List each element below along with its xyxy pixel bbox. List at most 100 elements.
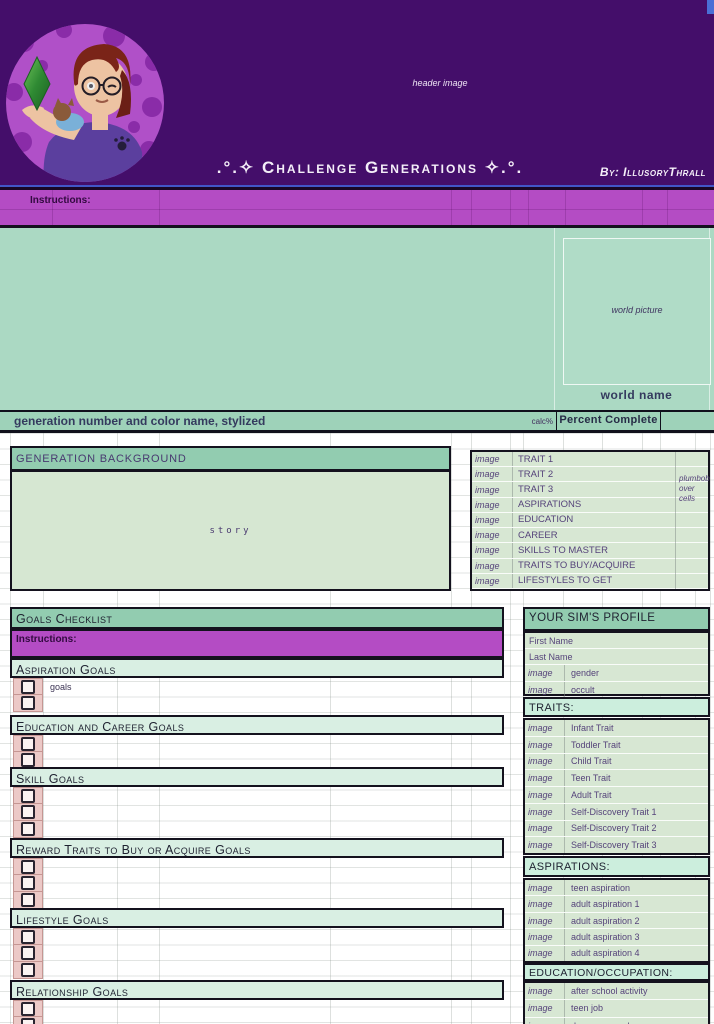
creator-avatar-image: [6, 24, 164, 182]
instructions-bar[interactable]: Instructions:: [0, 190, 714, 228]
checkbox-icon[interactable]: [21, 929, 35, 944]
table-row[interactable]: image Self-Discovery Trait 3: [525, 837, 708, 853]
generation-title-row: generation number and color name, styliz…: [0, 410, 714, 433]
table-row[interactable]: imagedegree earned: [525, 1017, 708, 1024]
world-name-cell[interactable]: world name: [600, 388, 673, 402]
checkbox-icon[interactable]: [21, 736, 35, 751]
goal-done-cell[interactable]: [13, 892, 43, 909]
goals-instructions-box: Instructions:: [10, 629, 504, 658]
checkbox-icon[interactable]: [21, 679, 35, 694]
table-row[interactable]: image TRAIT 2: [472, 467, 708, 483]
scrollbar-thumb[interactable]: [707, 0, 714, 14]
goal-done-cell[interactable]: [13, 787, 43, 804]
checkbox-icon[interactable]: [21, 963, 35, 977]
image-placeholder: image: [525, 787, 565, 803]
checkbox-icon[interactable]: [21, 876, 35, 890]
image-placeholder: image: [525, 720, 565, 736]
goal-row: [10, 892, 504, 909]
table-row[interactable]: image adult aspiration 2: [525, 912, 708, 930]
last-name-cell[interactable]: Last Name: [525, 649, 708, 665]
checkbox-icon[interactable]: [21, 1018, 35, 1024]
checkbox-icon[interactable]: [21, 788, 35, 803]
table-row[interactable]: image teen job: [525, 1000, 708, 1018]
goal-done-cell[interactable]: [13, 858, 43, 875]
goal-done-cell[interactable]: [13, 821, 43, 838]
image-placeholder: image: [472, 452, 513, 467]
education-subheader: EDUCATION/OCCUPATION:: [523, 963, 710, 981]
goal-done-cell[interactable]: [13, 945, 43, 962]
goal-done-cell[interactable]: [13, 928, 43, 945]
goal-done-cell[interactable]: [13, 875, 43, 892]
table-row[interactable]: image adult aspiration 4: [525, 945, 708, 962]
table-row[interactable]: image TRAITS TO BUY/ACQUIRE: [472, 558, 708, 574]
table-row[interactable]: image after school activity: [525, 983, 708, 1001]
goal-done-cell[interactable]: [13, 678, 43, 695]
checkbox-icon[interactable]: [21, 696, 35, 710]
goal-done-cell[interactable]: [13, 1017, 43, 1024]
section-header-relationship-goals: Relationship Goals: [10, 980, 504, 1000]
story-cell[interactable]: story: [10, 470, 451, 591]
aspirations-block: image teen aspiration image adult aspirati…: [523, 878, 710, 963]
image-placeholder: image: [525, 912, 565, 929]
table-row[interactable]: image teen aspiration: [525, 880, 708, 897]
goal-row: [10, 1017, 504, 1024]
goal-row: [10, 804, 504, 821]
occult-row[interactable]: image occult: [525, 682, 708, 697]
page-title: .°.✧ Challenge Generations ✧.°.: [216, 158, 524, 177]
table-row[interactable]: image LIFESTYLES TO GET: [472, 573, 708, 589]
goal-row: [10, 945, 504, 962]
table-row[interactable]: image adult aspiration 3: [525, 929, 708, 946]
generation-name-cell[interactable]: generation number and color name, styliz…: [14, 414, 266, 428]
table-row[interactable]: image Self-Discovery Trait 2: [525, 820, 708, 838]
table-row[interactable]: image Toddler Trait: [525, 736, 708, 754]
goal-done-cell[interactable]: [13, 804, 43, 821]
section-header-education-career-goals: Education and Career Goals: [10, 715, 504, 735]
table-row[interactable]: image EDUCATION: [472, 512, 708, 529]
table-row[interactable]: image Child Trait: [525, 753, 708, 771]
traits-block: image Infant Trait image Toddler Trait ima…: [523, 718, 710, 855]
checkbox-icon[interactable]: [21, 805, 35, 819]
table-row[interactable]: image Infant Trait: [525, 720, 708, 737]
checkbox-icon[interactable]: [21, 822, 35, 836]
table-row[interactable]: image TRAIT 1: [472, 452, 708, 468]
author-byline: By: IllusoryThrall: [599, 165, 706, 179]
table-row[interactable]: image Adult Trait: [525, 787, 708, 804]
checkbox-icon[interactable]: [21, 893, 35, 907]
image-placeholder: image: [472, 497, 513, 512]
gender-row[interactable]: image gender: [525, 665, 708, 682]
checkbox-icon[interactable]: [21, 946, 35, 960]
image-placeholder: image: [525, 736, 565, 753]
first-name-cell[interactable]: First Name: [525, 633, 708, 649]
checkbox-icon[interactable]: [21, 859, 35, 874]
checkbox-icon[interactable]: [21, 1001, 35, 1016]
plumbob-note: plumbob over cells: [675, 452, 710, 589]
image-placeholder: image: [472, 467, 513, 482]
aspirations-subheader: ASPIRATIONS:: [523, 856, 710, 877]
checkbox-icon[interactable]: [21, 753, 35, 767]
table-row[interactable]: image Teen Trait: [525, 770, 708, 787]
image-placeholder: image: [472, 573, 513, 588]
goal-done-cell[interactable]: [13, 735, 43, 752]
goal-done-cell[interactable]: [13, 1000, 43, 1017]
table-row[interactable]: image ASPIRATIONS: [472, 497, 708, 513]
table-row[interactable]: image CAREER: [472, 528, 708, 544]
percent-complete-label: Percent Complete: [559, 414, 658, 426]
image-placeholder: image: [525, 682, 565, 697]
generation-background-header: GENERATION BACKGROUND: [10, 446, 451, 471]
goal-text[interactable]: goals: [50, 681, 72, 692]
image-placeholder: image: [525, 753, 565, 770]
table-row[interactable]: image Self-Discovery Trait 1: [525, 803, 708, 821]
generation-traits-table: image TRAIT 1 image TRAIT 2 image TRAIT 3 i…: [470, 450, 710, 591]
goal-row: [10, 695, 504, 712]
image-placeholder: image: [525, 1000, 565, 1017]
goal-done-cell[interactable]: [13, 695, 43, 712]
table-row[interactable]: image SKILLS TO MASTER: [472, 543, 708, 559]
sim-name-block: First Name Last Name image gender image oc…: [523, 631, 710, 697]
goal-row: [10, 858, 504, 875]
goal-row: goals: [10, 678, 504, 695]
world-picture-cell[interactable]: world picture: [563, 238, 711, 385]
education-block: image after school activity image teen job…: [523, 981, 710, 1024]
table-row[interactable]: image TRAIT 3: [472, 482, 708, 498]
table-row[interactable]: image adult aspiration 1: [525, 896, 708, 913]
goal-done-cell[interactable]: [13, 962, 43, 979]
